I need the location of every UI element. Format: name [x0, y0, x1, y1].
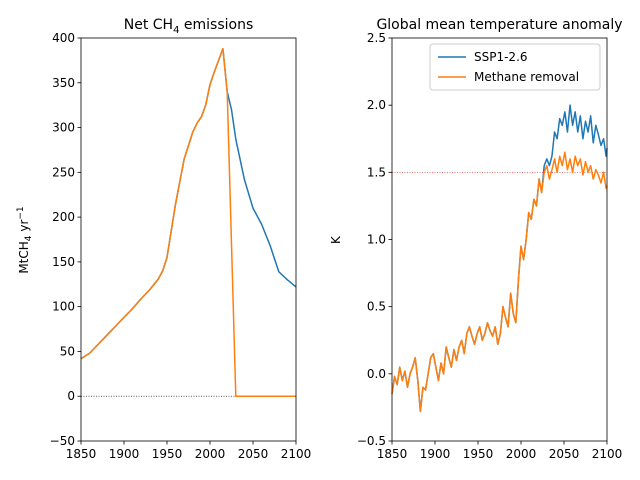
left-y-tick-label: 50: [60, 344, 75, 358]
legend-removal-label: Methane removal: [474, 70, 579, 84]
left-x-tick-label: 2000: [195, 447, 226, 461]
legend-ssp-label: SSP1-2.6: [474, 50, 528, 64]
right-x-tick-label: 2050: [549, 447, 580, 461]
right-y-tick-label: 0.5: [367, 300, 386, 314]
right-y-tick-label: 1.0: [367, 233, 386, 247]
left-title-sub: 4: [173, 25, 179, 36]
right-x-tick-label: 1850: [377, 447, 408, 461]
right-x-tick-label: 2100: [592, 447, 623, 461]
left-y-tick-label: 300: [52, 121, 75, 135]
right-y-axis-label: K: [329, 235, 343, 244]
left-y-tick-label: 100: [52, 300, 75, 314]
left-title-tail: emissions: [179, 17, 253, 33]
left-y-tick-label: 0: [67, 389, 75, 403]
left-x-tick-label: 2100: [281, 447, 312, 461]
right-x-tick-label: 1950: [463, 447, 494, 461]
left-y-tick-label: 350: [52, 76, 75, 90]
right-y-tick-label: 1.5: [367, 165, 386, 179]
left-x-tick-label: 1950: [152, 447, 183, 461]
right-y-tick-label: −0.5: [357, 434, 386, 448]
left-ylabel-sup: −1: [16, 206, 26, 219]
left-ylabel-sub: 4: [24, 235, 34, 241]
right-x-tick-label: 2000: [506, 447, 537, 461]
left-y-tick-label: −50: [50, 434, 75, 448]
left-chart-title: Net CH4 emissions: [124, 17, 254, 36]
right-y-tick-label: 0.0: [367, 367, 386, 381]
left-y-tick-label: 150: [52, 255, 75, 269]
left-ylabel-tail: yr: [17, 220, 31, 236]
left-title-main: Net CH: [124, 17, 173, 33]
left-y-tick-label: 250: [52, 165, 75, 179]
left-series-ssp-line: [80, 48, 297, 360]
left-y-axis-label: MtCH4 yr−1: [16, 206, 34, 273]
legend-box: [429, 43, 601, 91]
left-x-tick-label: 1850: [66, 447, 97, 461]
left-y-tick-label: 400: [52, 31, 75, 45]
right-series-ssp-line: [391, 104, 608, 413]
left-x-tick-label: 1900: [109, 447, 140, 461]
right-plot-frame: [391, 37, 608, 442]
left-ylabel-main: MtCH: [17, 241, 31, 273]
right-x-tick-label: 1900: [420, 447, 451, 461]
left-y-tick-label: 200: [52, 210, 75, 224]
right-chart: Global mean temperature anomaly K 1850 19…: [329, 17, 623, 461]
right-series-removal-line: [391, 151, 608, 413]
left-series-removal-line: [80, 48, 296, 397]
right-y-tick-label: 2.5: [367, 31, 386, 45]
left-plot-frame: [80, 37, 297, 442]
legend: SSP1-2.6 Methane removal: [429, 43, 601, 91]
right-y-tick-label: 2.0: [367, 98, 386, 112]
left-x-tick-label: 2050: [238, 447, 269, 461]
left-chart: Net CH4 emissions MtCH4 yr−1 1850 1900 195…: [16, 17, 311, 461]
right-chart-title: Global mean temperature anomaly: [376, 17, 622, 33]
